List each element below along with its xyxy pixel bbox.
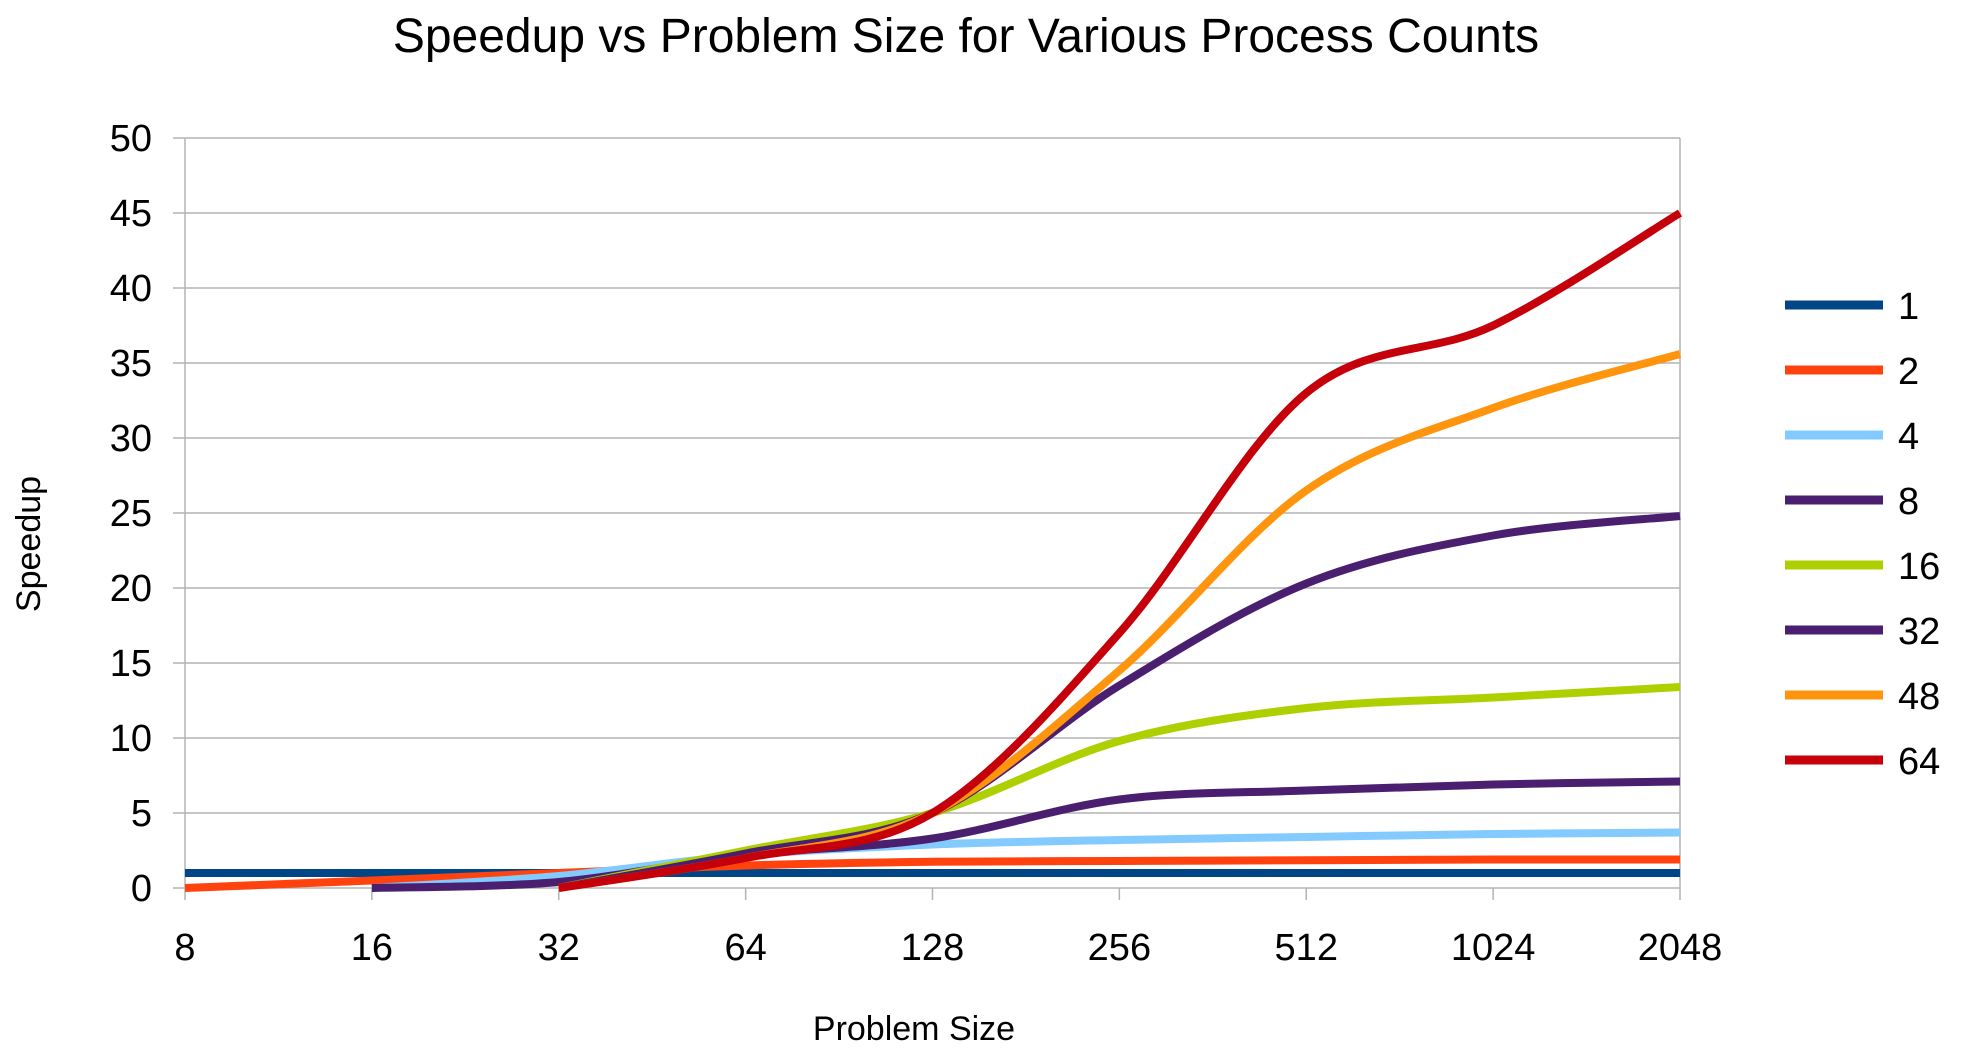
legend-label-2: 2 — [1898, 351, 1919, 393]
x-tick-label: 32 — [538, 927, 580, 969]
y-tick-label: 40 — [110, 268, 152, 310]
series-lines — [184, 209, 1683, 892]
y-tick-label: 5 — [131, 793, 152, 835]
legend-label-48: 48 — [1898, 676, 1940, 718]
series-line-32 — [558, 512, 1681, 892]
y-axis-ticks: 0 5 10 15 20 25 30 35 40 45 50 — [110, 118, 152, 910]
legend-label-1: 1 — [1898, 286, 1919, 328]
x-tick-label: 8 — [174, 927, 195, 969]
y-tick-label: 10 — [110, 718, 152, 760]
legend-label-32: 32 — [1898, 611, 1940, 653]
x-tick-label: 128 — [901, 927, 964, 969]
y-tick-label: 35 — [110, 343, 152, 385]
x-tick-label: 64 — [724, 927, 766, 969]
x-axis-title: Problem Size — [813, 1010, 1015, 1048]
y-tick-label: 0 — [131, 868, 152, 910]
y-tick-label: 30 — [110, 418, 152, 460]
chart-title: Speedup vs Problem Size for Various Proc… — [393, 10, 1539, 63]
y-tick-label: 25 — [110, 493, 152, 535]
y-tick-label: 20 — [110, 568, 152, 610]
y-tick-label: 15 — [110, 643, 152, 685]
legend-label-64: 64 — [1898, 741, 1940, 783]
legend-label-8: 8 — [1898, 481, 1919, 523]
y-tick-label: 45 — [110, 193, 152, 235]
series-line-64 — [558, 209, 1683, 892]
series-line-48 — [558, 350, 1682, 892]
series-line-4 — [371, 828, 1681, 892]
y-axis-title: Speedup — [10, 476, 48, 612]
y-tick-label: 50 — [110, 118, 152, 160]
x-axis-ticks: 8 16 32 64 128 256 512 1024 2048 — [174, 927, 1722, 969]
legend-label-4: 4 — [1898, 416, 1919, 458]
x-tick-label: 2048 — [1638, 927, 1723, 969]
legend-label-16: 16 — [1898, 546, 1940, 588]
x-tick-label: 1024 — [1451, 927, 1536, 969]
gridlines — [173, 137, 1681, 900]
x-tick-label: 16 — [351, 927, 393, 969]
x-tick-label: 256 — [1088, 927, 1151, 969]
x-tick-label: 512 — [1275, 927, 1338, 969]
series-line-2 — [184, 855, 1681, 892]
